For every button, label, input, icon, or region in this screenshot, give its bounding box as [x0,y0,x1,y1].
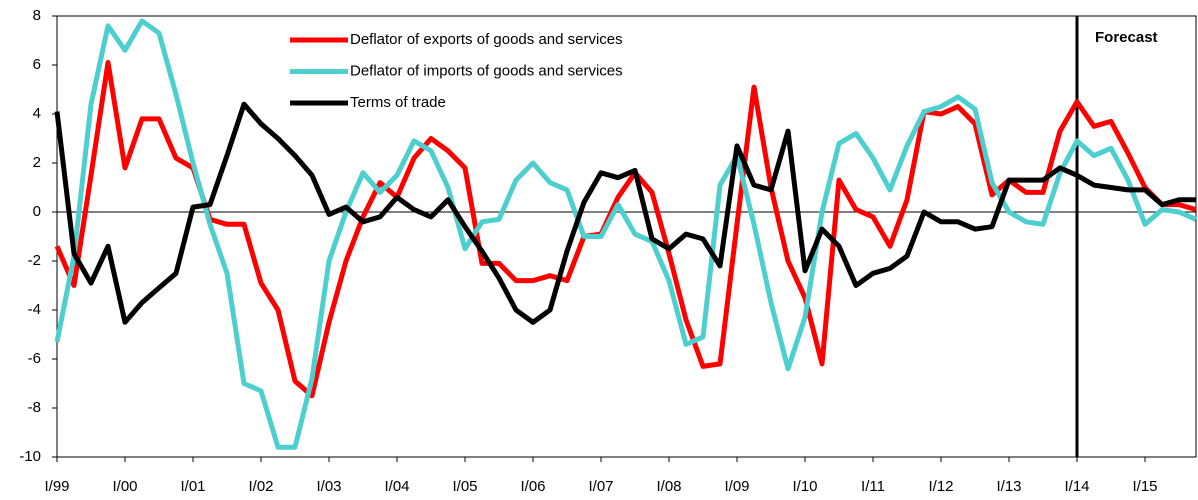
legend-label: Deflator of imports of goods and service… [350,62,623,79]
forecast-label: Forecast [1095,29,1158,46]
y-tick-label: -2 [28,252,41,269]
x-tick-label: I/06 [520,478,545,495]
x-tick-label: I/14 [1064,478,1089,495]
x-tick-label: I/15 [1132,478,1157,495]
y-tick-label: 4 [33,105,41,122]
y-tick-label: -4 [28,301,41,318]
legend-label: Terms of trade [350,94,446,111]
y-tick-label: 8 [33,7,41,24]
x-tick-label: I/07 [588,478,613,495]
y-tick-label: 6 [33,56,41,73]
x-tick-label: I/99 [44,478,69,495]
y-tick-label: 2 [33,154,41,171]
x-tick-label: I/09 [724,478,749,495]
x-tick-label: I/00 [112,478,137,495]
x-tick-label: I/11 [861,478,885,495]
x-tick-label: I/03 [316,478,341,495]
x-tick-label: I/12 [928,478,953,495]
series-line [54,18,1197,450]
x-tick-label: I/01 [180,478,205,495]
x-tick-label: I/10 [792,478,817,495]
series-line [54,101,1196,325]
plot-frame [56,15,1197,458]
y-tick-label: -10 [19,448,41,465]
y-tick-label: -6 [28,350,41,367]
series-line [54,60,1197,399]
x-tick-label: I/08 [656,478,681,495]
y-tick-label: 0 [33,203,41,220]
x-tick-label: I/05 [452,478,477,495]
x-tick-label: I/02 [248,478,273,495]
x-tick-label: I/04 [384,478,409,495]
legend-label: Deflator of exports of goods and service… [350,31,623,48]
x-tick-label: I/13 [996,478,1021,495]
y-tick-label: -8 [28,399,41,416]
